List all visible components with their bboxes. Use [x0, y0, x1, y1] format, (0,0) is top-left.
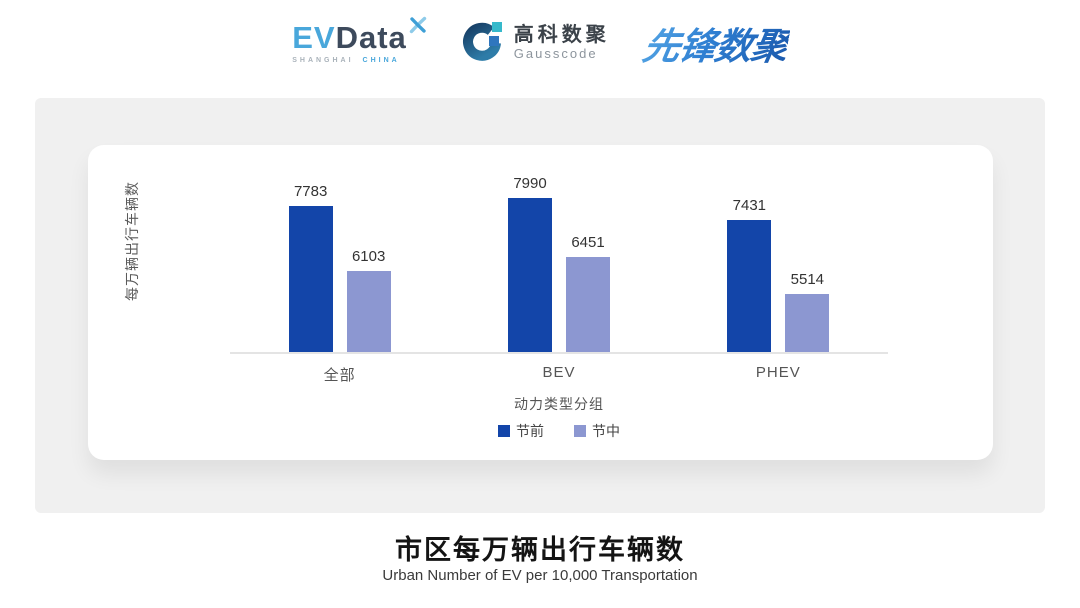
plot-area: 每万辆出行车辆数 7783 6103 全部 7990 6451 BEV 7431 5514 PH…	[88, 145, 993, 460]
evdata-data-text: Data	[335, 20, 407, 55]
legend-swatch-icon	[498, 425, 510, 437]
value-label-节中-全部: 6103	[351, 247, 386, 265]
legend-swatch-icon	[574, 425, 586, 437]
evdata-logo: EV Data SHANGHAI CHINA	[292, 16, 427, 64]
chart-subtitle: Urban Number of EV per 10,000 Transporta…	[382, 567, 698, 584]
chart-card: 每万辆出行车辆数 7783 6103 全部 7990 6451 BEV 7431 5514 PH…	[88, 145, 993, 460]
value-label-节中-PHEV: 5514	[790, 270, 825, 288]
legend: 节前 节中	[230, 421, 888, 441]
bar-节前-PHEV	[727, 219, 772, 352]
bar-节中-BEV	[566, 257, 610, 352]
bar-节前-BEV	[508, 198, 552, 352]
value-label-节中-BEV: 6451	[571, 234, 605, 252]
pioneer-logo: 先锋数聚	[640, 16, 791, 70]
gausscode-cn-text: 高科数聚	[513, 24, 610, 47]
gausscode-logo: 高科数聚 Gausscode	[461, 21, 610, 65]
category-label-全部: 全部	[323, 367, 356, 384]
category-label-PHEV: PHEV	[755, 364, 801, 381]
legend-item-节前: 节前	[498, 421, 544, 441]
value-label-节前-BEV: 7990	[513, 175, 547, 193]
gausscode-wordmark: 高科数聚 Gausscode	[514, 24, 610, 61]
legend-item-节中: 节中	[574, 421, 620, 441]
evdata-wordmark: EV Data	[292, 16, 427, 55]
y-axis-label: 每万辆出行车辆数	[124, 181, 140, 301]
legend-label-节前: 节前	[516, 423, 544, 439]
pioneer-wordmark-text: 先锋数聚	[639, 16, 793, 70]
value-label-节前-全部: 7783	[293, 183, 328, 201]
g-ring-icon	[462, 22, 502, 61]
evdata-china-text: CHINA	[362, 57, 400, 64]
x-axis-title: 动力类型分组	[514, 396, 604, 412]
bar-节中-全部	[346, 270, 391, 352]
header-logos: EV Data SHANGHAI CHINA 高科数聚	[0, 16, 1080, 70]
evdata-ev-text: EV	[292, 20, 336, 55]
value-label-节前-PHEV: 7431	[732, 196, 767, 214]
bar-节中-PHEV	[785, 293, 830, 352]
evdata-subtitle: SHANGHAI CHINA	[292, 57, 427, 64]
legend-label-节中: 节中	[592, 423, 620, 439]
chart-panel: 每万辆出行车辆数 7783 6103 全部 7990 6451 BEV 7431 5514 PH…	[35, 98, 1045, 513]
bar-节前-全部	[288, 206, 333, 352]
gausscode-en-text: Gausscode	[513, 46, 598, 62]
category-label-BEV: BEV	[542, 364, 576, 381]
x-sparkle-icon	[409, 16, 426, 34]
chart-title: 市区每万辆出行车辆数	[395, 535, 685, 565]
evdata-shanghai-text: SHANGHAI	[292, 57, 354, 64]
x-axis-line	[230, 352, 888, 354]
